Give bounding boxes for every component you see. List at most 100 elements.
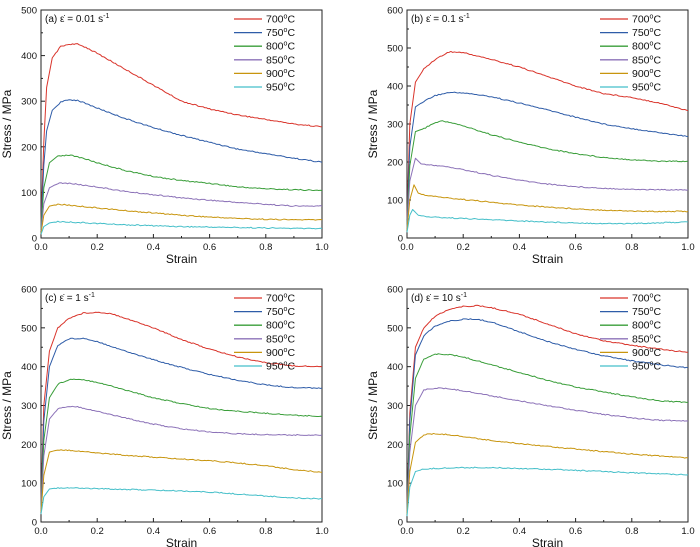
legend-entry-950: 950oC: [266, 361, 295, 373]
strain-rate-label: ε̇ = 10 s: [426, 293, 461, 304]
y-tick-label: 100: [387, 479, 403, 490]
series-line-950: [406, 466, 689, 517]
x-tick-label: 0.4: [147, 526, 160, 537]
series-line-950: [40, 220, 323, 235]
y-axis-label: Stress / MPa: [366, 89, 380, 158]
series-line-850: [40, 405, 323, 511]
y-axis-label: Stress / MPa: [0, 89, 14, 158]
y-tick-label: 500: [387, 323, 403, 334]
y-tick-label: 500: [387, 44, 403, 55]
y-tick-label: 0: [398, 234, 403, 245]
x-axis-label: Strain: [166, 252, 197, 266]
chart-panel-4: 0.0 0.2 0.4 0.6 0.8 1.0 0 100 200 300 400 500 600 Str…: [366, 285, 695, 547]
chart-panel-1: 0.0 0.2 0.4 0.6 0.8 1.0 0 100 200 300 400 500 Strain…: [0, 6, 329, 267]
y-tick-label: 0: [32, 234, 37, 245]
series-line-800: [406, 120, 689, 227]
series-line-700: [406, 304, 689, 507]
x-axis-label: Strain: [166, 536, 197, 547]
legend-entry-750: 750oC: [632, 306, 661, 318]
y-tick-label: 200: [387, 440, 403, 451]
x-tick-label: 0.0: [400, 242, 413, 253]
strain-rate-label: ε̇ = 0.1 s: [426, 14, 464, 25]
x-tick-label: 0.2: [457, 242, 470, 253]
panel-label: (a) ε̇ = 0.01 s-1: [45, 13, 109, 25]
legend-entry-850: 850oC: [632, 333, 661, 345]
y-tick-label: 400: [21, 51, 37, 62]
x-tick-label: 1.0: [681, 242, 694, 253]
strain-rate-label: ε̇ = 1 s: [59, 293, 88, 304]
x-tick-label: 0.4: [513, 526, 526, 537]
x-tick-label: 0.4: [147, 242, 160, 253]
y-tick-label: 0: [32, 518, 37, 529]
legend-entry-950: 950oC: [632, 82, 661, 94]
series-line-850: [406, 157, 689, 229]
strain-rate-exponent: -1: [103, 13, 109, 20]
y-tick-label: 200: [387, 158, 403, 169]
strain-rate-exponent: -1: [89, 292, 95, 299]
y-tick-label: 500: [21, 6, 37, 17]
series-line-900: [40, 449, 323, 513]
legend-entry-900: 900oC: [266, 68, 295, 80]
x-tick-label: 0.8: [625, 526, 638, 537]
strain-rate-exponent: -1: [464, 13, 470, 20]
x-tick-label: 0.0: [34, 526, 47, 537]
x-tick-label: 1.0: [315, 526, 328, 537]
x-tick-label: 0.0: [400, 526, 413, 537]
x-tick-label: 0.2: [457, 526, 470, 537]
y-tick-label: 300: [21, 97, 37, 108]
x-tick-label: 0.6: [569, 242, 582, 253]
x-tick-label: 0.6: [569, 526, 582, 537]
x-tick-label: 0.8: [259, 242, 272, 253]
legend-entry-700: 700oC: [266, 293, 295, 305]
series-line-800: [40, 378, 323, 509]
strain-rate-label: ε̇ = 0.01 s: [60, 14, 103, 25]
panel-id: (d): [411, 293, 426, 304]
y-tick-label: 100: [387, 196, 403, 207]
panel-label: (b) ε̇ = 0.1 s-1: [411, 13, 470, 25]
x-tick-label: 0.6: [203, 242, 216, 253]
x-axis-label: Strain: [532, 252, 563, 266]
x-tick-label: 1.0: [681, 526, 694, 537]
x-tick-label: 0.0: [34, 242, 47, 253]
y-tick-label: 400: [21, 362, 37, 373]
chart-panel-3: 0.0 0.2 0.4 0.6 0.8 1.0 0 100 200 300 400 500 600 Str…: [0, 285, 329, 547]
series-line-750: [406, 91, 689, 223]
legend-entry-950: 950oC: [632, 361, 661, 373]
y-tick-label: 200: [21, 440, 37, 451]
x-tick-label: 0.2: [91, 242, 104, 253]
series-line-800: [406, 353, 689, 511]
y-tick-label: 400: [387, 82, 403, 93]
panel-label: (d) ε̇ = 10 s-1: [411, 292, 467, 304]
y-tick-label: 600: [387, 6, 403, 17]
series-line-700: [40, 311, 323, 503]
x-tick-label: 0.8: [625, 242, 638, 253]
series-line-950: [406, 209, 689, 233]
x-tick-label: 0.8: [259, 526, 272, 537]
series-line-750: [406, 318, 689, 509]
x-tick-label: 1.0: [315, 242, 328, 253]
legend-entry-800: 800oC: [632, 41, 661, 53]
legend-entry-700: 700oC: [266, 14, 295, 26]
y-tick-label: 600: [387, 285, 403, 296]
series-line-900: [40, 203, 323, 234]
series-line-850: [40, 182, 323, 232]
legend-entry-850: 850oC: [632, 54, 661, 66]
y-tick-label: 300: [21, 401, 37, 412]
legend-entry-800: 800oC: [632, 320, 661, 332]
series-line-700: [406, 50, 689, 220]
series-line-850: [406, 387, 689, 513]
y-axis-label: Stress / MPa: [0, 371, 14, 440]
y-tick-label: 400: [387, 362, 403, 373]
x-tick-label: 0.6: [203, 526, 216, 537]
series-line-750: [40, 99, 323, 227]
legend-entry-950: 950oC: [266, 82, 295, 94]
legend-entry-850: 850oC: [266, 54, 295, 66]
panel-label: (c) ε̇ = 1 s-1: [45, 292, 95, 304]
legend-entry-900: 900oC: [632, 347, 661, 359]
series-line-900: [406, 184, 689, 231]
legend-entry-800: 800oC: [266, 320, 295, 332]
panel-id: (b): [411, 14, 426, 25]
y-tick-label: 300: [387, 401, 403, 412]
legend-entry-750: 750oC: [266, 27, 295, 39]
